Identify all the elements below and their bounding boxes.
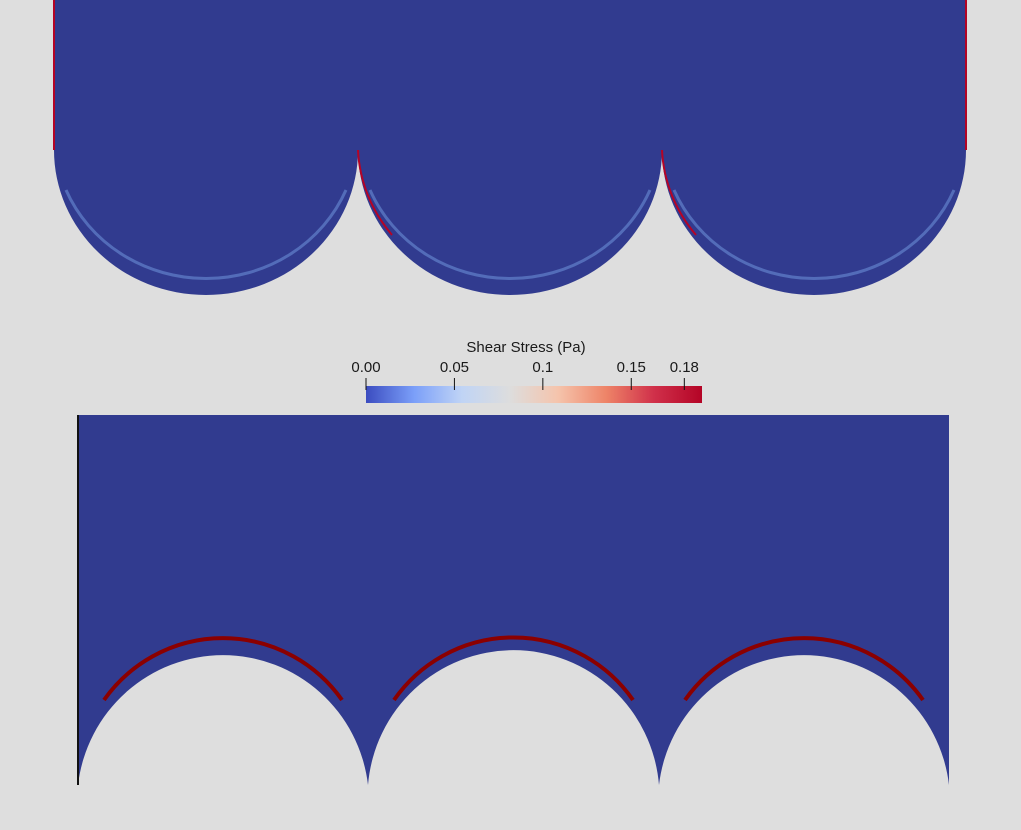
top-domain-lobe-edge	[64, 189, 956, 280]
top-domain-field	[54, 0, 966, 295]
colorbar-ticks: 0.00 0.05 0.1 0.15 0.18	[351, 359, 699, 390]
colorbar-tick-label: 0.00	[351, 359, 380, 376]
colorbar-legend: Shear Stress (Pa) 0.00 0.05 0.1 0.15 0.18	[351, 339, 702, 403]
bottom-domain	[77, 415, 949, 785]
top-domain-cusp-1	[357, 149, 393, 236]
colorbar-tick-label: 0.15	[617, 359, 646, 376]
top-domain-cusp-2	[661, 149, 697, 236]
colorbar-gradient	[366, 386, 702, 403]
colorbar-tick-label: 0.1	[532, 359, 553, 376]
colorbar-tick-label: 0.05	[440, 359, 469, 376]
colorbar-title: Shear Stress (Pa)	[466, 339, 585, 356]
bottom-domain-field	[78, 415, 949, 785]
bottom-domain-arc-wall	[102, 635, 925, 702]
top-domain	[53, 0, 967, 295]
colorbar-tick-label: 0.18	[670, 359, 699, 376]
